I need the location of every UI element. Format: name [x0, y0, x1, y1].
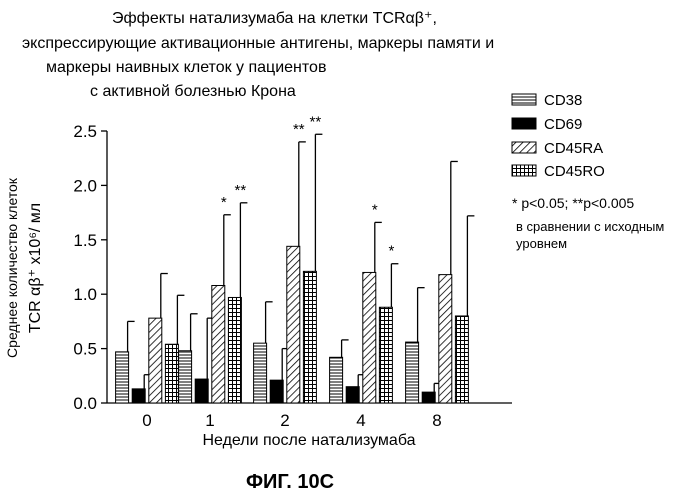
x-tick-label: 4 — [356, 411, 365, 430]
bar-cd45ro-week-4 — [379, 307, 392, 403]
legend-label-cd38: CD38 — [544, 92, 582, 109]
x-tick-label: 1 — [205, 411, 214, 430]
bar-cd45ro-week-0 — [165, 344, 178, 403]
legend-swatch-cd45ra — [512, 142, 536, 153]
legend-label-cd69: CD69 — [544, 116, 582, 133]
chart: Эффекты натализумаба на клетки TCRαβ⁺, э… — [0, 0, 699, 496]
legend-swatch-cd38 — [512, 94, 536, 105]
chart-title-line-4: с активной болезнью Крона — [90, 83, 296, 100]
bar-cd45ra-week-2 — [287, 246, 300, 403]
bar-cd38-week-1 — [179, 351, 192, 403]
significance-mark: ** — [235, 182, 247, 199]
significance-mark: ** — [310, 113, 322, 130]
bar-cd38-week-8 — [406, 342, 419, 403]
bar-cd45ra-week-8 — [439, 275, 452, 403]
chart-title-line-1: Эффекты натализумаба на клетки TCRαβ⁺, — [112, 10, 437, 27]
significance-note-line-2: в сравнении с исходным — [516, 219, 664, 234]
chart-title-line-3: маркеры наивных клеток у пациентов — [46, 59, 326, 76]
legend-swatch-cd45ro — [512, 165, 536, 176]
chart-title-line-2: экспрессирующие активационные антигены, … — [22, 35, 494, 52]
significance-mark: * — [388, 243, 394, 260]
significance-mark: * — [221, 194, 227, 211]
y-tick-label: 1.5 — [73, 231, 97, 250]
significance-note-line-1: * p<0.05; **p<0.005 — [512, 195, 634, 211]
legend-swatch-cd69 — [512, 118, 536, 129]
bar-cd45ra-week-0 — [149, 318, 162, 403]
bar-cd38-week-4 — [330, 357, 343, 403]
x-ticks: 0 1 2 4 8 — [142, 411, 441, 430]
x-tick-label: 0 — [142, 411, 151, 430]
significance-mark: ** — [293, 121, 305, 138]
bar-cd45ra-week-1 — [212, 285, 225, 403]
bar-cd45ro-week-1 — [228, 297, 241, 403]
bar-cd69-week-4 — [346, 387, 359, 403]
bar-cd45ro-week-2 — [303, 271, 316, 403]
y-ticks: 0.0 0.5 1.0 1.5 2.0 2.5 — [73, 122, 107, 413]
bars — [116, 134, 475, 403]
bar-cd45ra-week-4 — [363, 272, 376, 403]
figure-label: ФИГ. 10С — [246, 471, 334, 493]
significance-note-line-3: уровнем — [516, 236, 567, 251]
legend: CD38 CD69 CD45RA CD45RO — [512, 92, 605, 180]
bar-cd38-week-0 — [116, 352, 129, 403]
bar-cd38-week-2 — [254, 343, 267, 403]
legend-label-cd45ra: CD45RA — [544, 140, 603, 157]
bar-cd69-week-8 — [422, 392, 435, 403]
bar-cd45ro-week-8 — [455, 316, 468, 403]
y-tick-label: 0.0 — [73, 394, 97, 413]
bar-cd69-week-1 — [195, 379, 208, 403]
significance-marks: ********* — [221, 113, 395, 259]
y-tick-label: 1.0 — [73, 285, 97, 304]
y-tick-label: 0.5 — [73, 340, 97, 359]
y-tick-label: 2.0 — [73, 176, 97, 195]
x-tick-label: 2 — [280, 411, 289, 430]
y-axis-label-line-2: TCR αβ⁺ x10⁶/ мл — [27, 203, 44, 333]
x-axis-label: Недели после натализумаба — [202, 432, 415, 449]
y-axis-label-line-1: Среднее количество клеток — [4, 177, 20, 358]
x-tick-label: 8 — [432, 411, 441, 430]
legend-label-cd45ro: CD45RO — [544, 163, 605, 180]
significance-mark: * — [372, 201, 378, 218]
bar-cd69-week-0 — [132, 389, 145, 403]
bar-cd69-week-2 — [270, 380, 283, 403]
y-tick-label: 2.5 — [73, 122, 97, 141]
